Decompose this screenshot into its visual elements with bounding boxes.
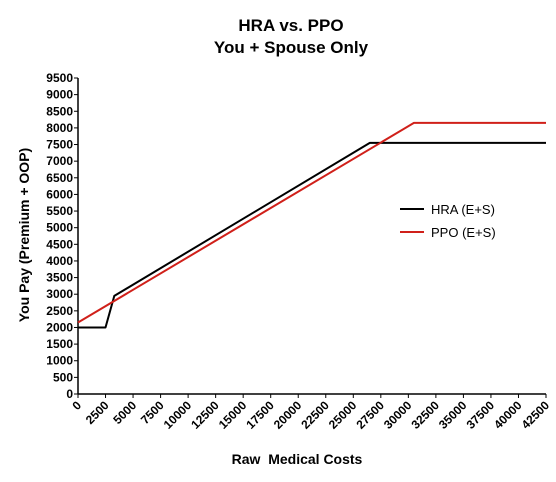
y-tick-label: 6500 <box>46 171 73 185</box>
y-tick-label: 2000 <box>46 320 73 334</box>
x-tick-label: 40000 <box>491 398 525 432</box>
axes <box>77 78 546 395</box>
y-tick-label: 7500 <box>46 138 73 152</box>
y-tick-label: 2500 <box>46 304 73 318</box>
x-tick-label: 32500 <box>409 398 443 432</box>
x-tick-label: 37500 <box>464 398 498 432</box>
x-tick-label: 5000 <box>110 398 139 427</box>
y-tick-label: 9000 <box>46 88 73 102</box>
y-tick-label: 6000 <box>46 187 73 201</box>
x-tick-label: 10000 <box>161 398 195 432</box>
y-tick-label: 9500 <box>46 71 73 85</box>
y-tick-label: 5500 <box>46 204 73 218</box>
x-tick-label: 20000 <box>271 398 305 432</box>
x-tick-label: 22500 <box>298 398 332 432</box>
x-tick-label: 12500 <box>188 398 222 432</box>
chart-subtitle: You + Spouse Only <box>214 38 369 57</box>
chart-title: HRA vs. PPO <box>238 16 343 35</box>
x-tick-label: 17500 <box>243 398 277 432</box>
y-tick-label: 0 <box>66 387 73 401</box>
x-tick-label: 27500 <box>353 398 387 432</box>
y-axis-title: You Pay (Premium + OOP) <box>16 148 32 322</box>
y-tick-label: 7000 <box>46 154 73 168</box>
x-tick-label: 15000 <box>216 398 250 432</box>
series-lines <box>77 121 546 329</box>
x-tick-label: 42500 <box>519 398 553 432</box>
series-line-ppo <box>77 121 546 324</box>
y-tick-label: 1000 <box>46 354 73 368</box>
x-axis-title: Raw Medical Costs <box>232 451 363 467</box>
x-tick-label: 25000 <box>326 398 360 432</box>
y-tick-label: 3500 <box>46 271 73 285</box>
x-tick-label: 30000 <box>381 398 415 432</box>
y-tick-label: 500 <box>53 370 73 384</box>
y-tick-label: 4500 <box>46 237 73 251</box>
y-tick-label: 8500 <box>46 104 73 118</box>
legend-label: HRA (E+S) <box>431 202 495 217</box>
legend: HRA (E+S) PPO (E+S) <box>400 202 496 240</box>
y-tick-label: 4000 <box>46 254 73 268</box>
y-tick-label: 3000 <box>46 287 73 301</box>
y-tick-label: 5000 <box>46 221 73 235</box>
series-line-hra <box>78 141 546 329</box>
y-tick-label: 8000 <box>46 121 73 135</box>
x-tick-label: 35000 <box>436 398 470 432</box>
x-tick-label: 2500 <box>83 398 112 427</box>
x-ticks: 0250050007500100001250015000175002000022… <box>69 394 552 432</box>
y-ticks: 0 500 1000 1500 2000 2500 3000 3500 4000 4500 5000… <box>46 71 78 401</box>
x-tick-label: 0 <box>69 398 84 413</box>
legend-label: PPO (E+S) <box>431 225 496 240</box>
y-tick-label: 1500 <box>46 337 73 351</box>
